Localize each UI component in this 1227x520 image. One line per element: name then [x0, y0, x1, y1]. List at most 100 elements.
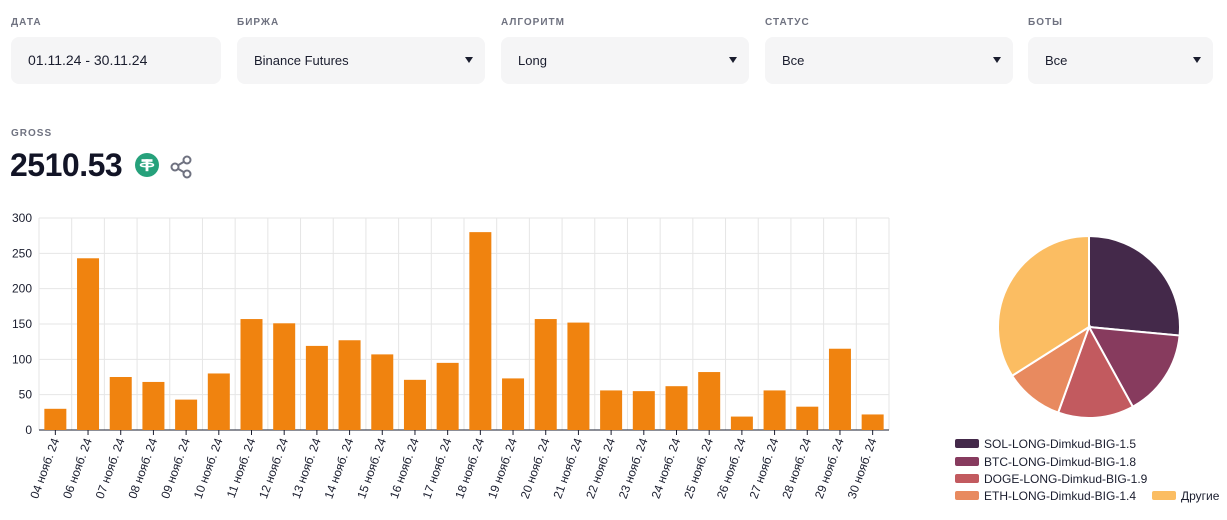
y-tick-label: 100 — [12, 352, 32, 366]
bar[interactable] — [403, 379, 426, 430]
x-tick-label: 23 нояб. 24 — [616, 436, 651, 501]
x-tick-label: 15 нояб. 24 — [354, 436, 389, 501]
filter-bar: ДАТА 01.11.24 - 30.11.24 БИРЖА Binance F… — [0, 0, 1227, 100]
bar[interactable] — [469, 232, 492, 430]
bar[interactable] — [534, 319, 557, 430]
bar[interactable] — [44, 408, 67, 430]
legend-swatch — [955, 474, 979, 484]
exchange-filter: БИРЖА Binance Futures — [237, 16, 485, 84]
legend-swatch — [955, 439, 979, 449]
gross-value: 2510.53 — [10, 147, 123, 183]
chevron-down-icon — [465, 57, 473, 63]
legend-swatch — [1152, 491, 1176, 501]
bar[interactable] — [698, 372, 721, 430]
bar[interactable] — [142, 381, 165, 430]
chevron-down-icon — [1193, 57, 1201, 63]
x-tick-label: 29 нояб. 24 — [812, 436, 847, 501]
x-tick-label: 10 нояб. 24 — [191, 436, 226, 501]
legend-label: BTC-LONG-Dimkud-BIG-1.8 — [984, 455, 1137, 469]
status-filter: СТАТУС Все — [765, 16, 1013, 84]
legend-item[interactable]: SOL-LONG-Dimkud-BIG-1.5 — [955, 436, 1136, 453]
x-tick-label: 07 нояб. 24 — [93, 436, 128, 501]
x-tick-label: 18 нояб. 24 — [452, 436, 487, 501]
pie-slice[interactable] — [1087, 325, 1181, 409]
algorithm-filter: АЛГОРИТМ Long — [501, 16, 749, 84]
algorithm-select[interactable]: Long — [501, 37, 749, 84]
bar[interactable] — [273, 323, 296, 430]
x-tick-label: 04 нояб. 24 — [27, 436, 62, 501]
bar[interactable] — [436, 362, 459, 430]
bar[interactable] — [600, 390, 623, 430]
y-tick-label: 300 — [12, 211, 32, 225]
x-tick-label: 12 нояб. 24 — [256, 436, 291, 501]
legend-item[interactable]: DOGE-LONG-Dimkud-BIG-1.9 — [955, 471, 1147, 488]
chevron-down-icon — [993, 57, 1001, 63]
share-icon[interactable] — [168, 154, 194, 180]
status-select[interactable]: Все — [765, 37, 1013, 84]
bar[interactable] — [305, 345, 328, 430]
bar[interactable] — [632, 391, 655, 430]
x-tick-label: 14 нояб. 24 — [322, 436, 357, 501]
x-tick-label: 25 нояб. 24 — [681, 436, 716, 501]
date-filter-label: ДАТА — [11, 17, 42, 28]
date-filter: ДАТА 01.11.24 - 30.11.24 — [11, 16, 259, 84]
bar[interactable] — [175, 399, 198, 430]
bar[interactable] — [240, 319, 263, 430]
gross-label: GROSS — [11, 128, 53, 139]
pie-slice[interactable] — [1056, 324, 1135, 419]
date-range-input[interactable]: 01.11.24 - 30.11.24 — [11, 37, 221, 84]
x-tick-label: 21 нояб. 24 — [550, 436, 585, 501]
pie-slice[interactable] — [1088, 234, 1181, 337]
legend-item[interactable]: Другие — [1152, 488, 1219, 505]
legend-item[interactable]: ETH-LONG-Dimkud-BIG-1.4 — [955, 488, 1136, 505]
bar[interactable] — [763, 390, 786, 430]
exchange-select[interactable]: Binance Futures — [237, 37, 485, 84]
x-tick-label: 26 нояб. 24 — [714, 436, 749, 501]
bar[interactable] — [207, 373, 230, 430]
y-tick-label: 250 — [12, 246, 32, 260]
bar[interactable] — [665, 386, 688, 430]
status-filter-label: СТАТУС — [765, 17, 810, 28]
x-tick-label: 16 нояб. 24 — [387, 436, 422, 501]
x-tick-label: 17 нояб. 24 — [420, 436, 455, 501]
bots-pie-chart — [997, 234, 1181, 419]
y-tick-label: 50 — [19, 388, 33, 402]
x-tick-label: 22 нояб. 24 — [583, 436, 618, 501]
bar[interactable] — [338, 340, 361, 430]
exchange-filter-label: БИРЖА — [237, 17, 280, 28]
algorithm-filter-label: АЛГОРИТМ — [501, 17, 565, 28]
bots-filter: БОТЫ Все — [1028, 16, 1213, 84]
x-tick-label: 30 нояб. 24 — [845, 436, 880, 501]
x-tick-label: 28 нояб. 24 — [779, 436, 814, 501]
algorithm-value: Long — [518, 53, 547, 68]
date-range-value: 01.11.24 - 30.11.24 — [28, 52, 148, 68]
tether-icon — [135, 153, 159, 177]
bar[interactable] — [730, 416, 753, 430]
y-tick-label: 0 — [25, 423, 32, 437]
x-tick-label: 08 нояб. 24 — [125, 436, 160, 501]
x-tick-label: 06 нояб. 24 — [60, 436, 95, 501]
pie-slice[interactable] — [997, 234, 1090, 378]
legend-label: DOGE-LONG-Dimkud-BIG-1.9 — [984, 472, 1148, 486]
y-tick-label: 200 — [12, 282, 32, 296]
bots-filter-label: БОТЫ — [1028, 17, 1063, 28]
bots-select[interactable]: Все — [1028, 37, 1213, 84]
bar[interactable] — [861, 414, 884, 430]
x-tick-label: 27 нояб. 24 — [747, 436, 782, 501]
status-value: Все — [782, 53, 805, 68]
legend-label: ETH-LONG-Dimkud-BIG-1.4 — [984, 489, 1137, 503]
legend-swatch — [955, 457, 979, 467]
bar[interactable] — [371, 354, 394, 430]
legend-swatch — [955, 491, 979, 501]
exchange-value: Binance Futures — [254, 53, 349, 68]
x-tick-label: 11 нояб. 24 — [224, 436, 259, 500]
bar[interactable] — [567, 322, 590, 430]
legend-item[interactable]: BTC-LONG-Dimkud-BIG-1.8 — [955, 454, 1136, 471]
bar[interactable] — [109, 377, 132, 430]
bar[interactable] — [796, 406, 819, 430]
bar[interactable] — [77, 258, 100, 430]
bar[interactable] — [828, 348, 851, 430]
x-tick-label: 24 нояб. 24 — [648, 436, 683, 501]
bar[interactable] — [502, 378, 525, 430]
